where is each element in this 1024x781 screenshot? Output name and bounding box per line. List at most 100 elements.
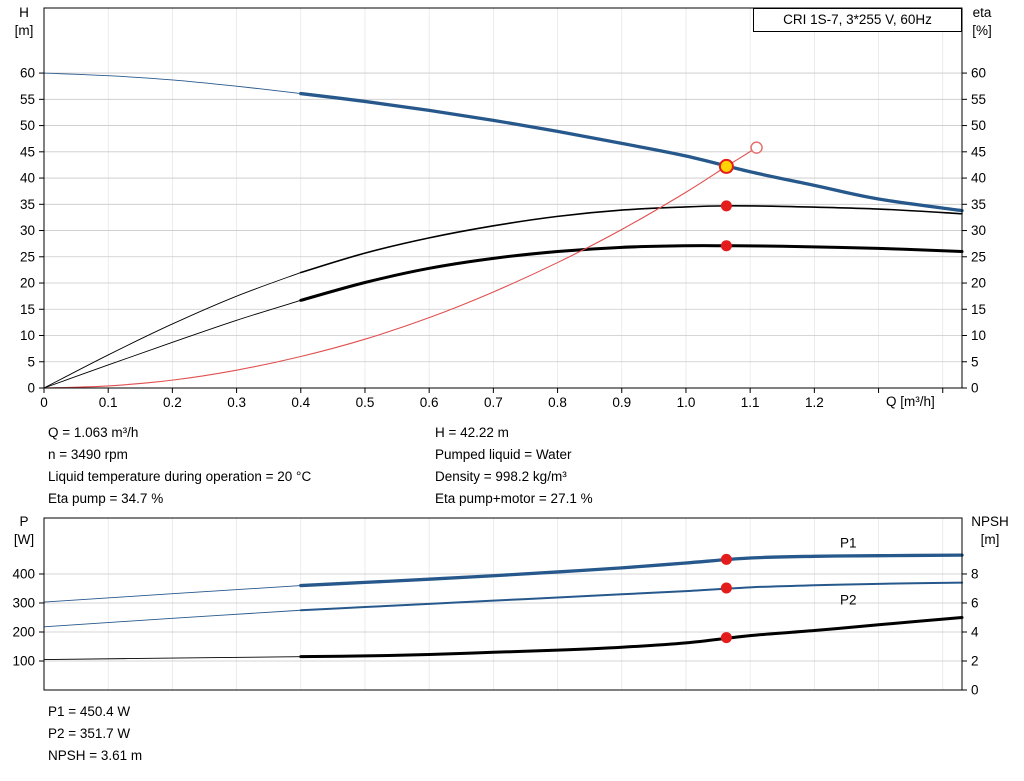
p2-point-marker <box>720 582 732 594</box>
duty-point-marker <box>718 158 734 174</box>
y-right-tick-label: 0 <box>971 683 979 698</box>
detail-head: H = 42.22 m <box>435 425 509 440</box>
y-right-tick-label: 35 <box>971 197 986 212</box>
horizontal-gridlines <box>44 72 962 363</box>
y-left-tick-label: 20 <box>20 276 35 291</box>
qh-eta-chart: 0 5 10 15 20 25 30 35 40 45 50 55 60 0 5 10 15 20 25 30 35 40… <box>20 7 986 410</box>
detail-p1: P1 = 450.4 W <box>48 704 131 719</box>
h-curve-lead <box>43 72 302 94</box>
p-axis-label: P [W] <box>4 513 44 549</box>
x-tick-label: 1.2 <box>805 395 824 410</box>
y-right-tick-label: 40 <box>971 171 986 186</box>
y-right-tick-label: 15 <box>971 302 986 317</box>
x-tick-label: 0.8 <box>548 395 567 410</box>
p2-curve-lead <box>43 609 302 628</box>
axis-ticks-and-labels: 100 200 300 400 0 2 4 6 8 <box>12 566 979 697</box>
y-left-tick-label: 45 <box>20 144 35 159</box>
x-tick-label: 1.1 <box>741 395 760 410</box>
h-axis-label-symbol: H <box>19 5 29 20</box>
x-tick-label: 0 <box>40 395 48 410</box>
y-right-tick-label: 10 <box>971 328 986 343</box>
x-tick-label: 0.5 <box>356 395 375 410</box>
detail-eta-pump: Eta pump = 34.7 % <box>48 491 164 506</box>
p2-series-label: P2 <box>840 592 857 607</box>
y-left-tick-label: 100 <box>12 653 35 668</box>
detail-npsh: NPSH = 3.61 m <box>48 748 143 763</box>
eta-pump-curve <box>299 205 963 274</box>
y-left-tick-label: 55 <box>20 92 35 107</box>
vertical-gridlines <box>107 518 944 690</box>
x-tick-label: 0.1 <box>99 395 118 410</box>
y-right-tick-label: 55 <box>971 92 986 107</box>
npsh-axis-label-unit: [m] <box>980 532 1000 547</box>
x-tick-label: 0.7 <box>484 395 503 410</box>
eta-pump-lead <box>43 272 302 389</box>
y-left-tick-label: 50 <box>20 118 35 133</box>
npsh-axis-label: NPSH [m] <box>962 513 1018 549</box>
y-left-tick-label: 60 <box>20 66 35 81</box>
y-right-tick-label: 50 <box>971 118 986 133</box>
detail-pumped-liquid: Pumped liquid = Water <box>435 447 572 462</box>
y-right-tick-label: 25 <box>971 249 986 264</box>
x-tick-label: 0.9 <box>612 395 631 410</box>
y-left-tick-label: 15 <box>20 302 35 317</box>
y-right-tick-label: 5 <box>971 354 979 369</box>
y-right-tick-label: 0 <box>971 381 979 396</box>
detail-flow: Q = 1.063 m³/h <box>48 425 139 440</box>
y-left-tick-label: 400 <box>12 566 35 581</box>
p-axis-label-symbol: P <box>19 514 29 529</box>
power-details-column: P1 = 450.4 W P2 = 351.7 W NPSH = 3.61 m <box>48 701 142 767</box>
eta-axis-label-unit: [%] <box>972 23 992 38</box>
x-tick-label: 0.6 <box>420 395 439 410</box>
y-right-tick-label: 2 <box>971 653 979 668</box>
requested-point-marker <box>750 141 763 154</box>
detail-density: Density = 998.2 kg/m³ <box>435 469 567 484</box>
x-tick-label: 1.0 <box>677 395 696 410</box>
y-left-tick-label: 30 <box>20 223 35 238</box>
y-right-tick-label: 4 <box>971 624 979 639</box>
y-left-tick-label: 0 <box>27 381 35 396</box>
npsh-axis-label-symbol: NPSH <box>971 514 1009 529</box>
p2-curve <box>299 581 963 612</box>
y-left-tick-label: 5 <box>27 354 35 369</box>
x-tick-label: 0.3 <box>227 395 246 410</box>
eta-axis-label-symbol: eta <box>972 5 992 20</box>
y-right-tick-label: 6 <box>971 595 979 610</box>
y-right-tick-label: 60 <box>971 66 986 81</box>
detail-eta-pump-motor: Eta pump+motor = 27.1 % <box>435 491 593 506</box>
npsh-curve-lead <box>43 656 302 660</box>
y-right-tick-label: 20 <box>971 276 986 291</box>
chart-title-box: CRI 1S-7, 3*255 V, 60Hz <box>753 8 962 32</box>
power-npsh-chart: 100 200 300 400 0 2 4 6 8 P1 P2 <box>12 517 979 698</box>
y-left-tick-label: 35 <box>20 197 35 212</box>
h-axis-label-unit: [m] <box>14 23 34 38</box>
eta-pump-motor-lead <box>43 299 302 389</box>
vertical-gridlines <box>107 8 944 388</box>
h-curve <box>299 91 964 213</box>
duty-details-left-column: Q = 1.063 m³/h n = 3490 rpm Liquid tempe… <box>48 422 311 510</box>
plot-frame <box>43 517 963 691</box>
detail-p2: P2 = 351.7 W <box>48 726 131 741</box>
q-axis-label: Q [m³/h] <box>886 394 935 409</box>
p1-point-marker <box>720 553 732 565</box>
p-axis-label-unit: [W] <box>13 532 35 547</box>
system-curve <box>43 147 758 389</box>
detail-liquid-temperature: Liquid temperature during operation = 20… <box>48 469 312 484</box>
duty-details-right-column: H = 42.22 m Pumped liquid = Water Densit… <box>435 422 593 510</box>
npsh-curve <box>299 615 964 659</box>
plot-frame <box>43 7 963 389</box>
eta-pump-motor-point-marker <box>720 240 732 252</box>
x-tick-label: 0.2 <box>163 395 182 410</box>
npsh-point-marker <box>720 632 732 644</box>
eta-axis-label: eta [%] <box>960 4 1004 40</box>
eta-pump-motor-curve <box>299 244 964 302</box>
p1-curve <box>299 553 964 588</box>
y-left-tick-label: 300 <box>12 595 35 610</box>
p1-curve-lead <box>43 585 302 603</box>
detail-speed: n = 3490 rpm <box>48 447 128 462</box>
y-left-tick-label: 40 <box>20 171 35 186</box>
y-left-tick-label: 200 <box>12 624 35 639</box>
y-left-tick-label: 25 <box>20 249 35 264</box>
axis-ticks-and-labels: 0 5 10 15 20 25 30 35 40 45 50 55 60 0 5 10 15 20 25 30 35 40… <box>20 66 986 410</box>
